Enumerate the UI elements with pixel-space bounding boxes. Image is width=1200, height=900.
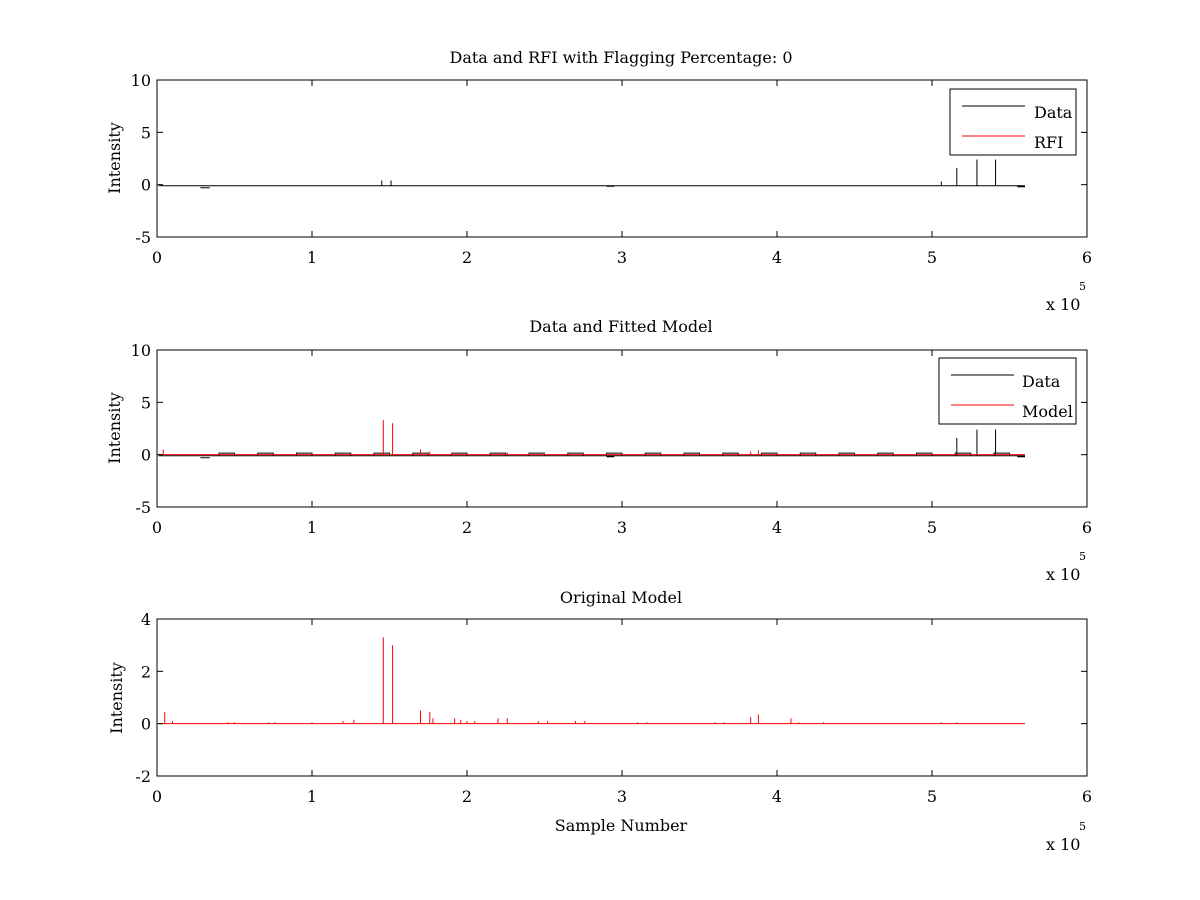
subplot-2-xtick-label-6: 6 (1082, 518, 1092, 537)
subplot-3-xtick-label-0: 0 (152, 787, 162, 806)
subplot-1-ytick-label-0: -5 (135, 228, 151, 247)
subplot-1-legend-label-rfi: RFI (1034, 133, 1063, 152)
subplot-2-ytick-label-2: 5 (141, 393, 151, 412)
subplot-1-xtick-label-4: 4 (772, 248, 782, 267)
subplot-2-xtick-label-2: 2 (462, 518, 472, 537)
subplot-3-xtick-label-4: 4 (772, 787, 782, 806)
subplot-original-model: Original Model Intensity Sample Number x… (107, 588, 1092, 854)
subplot-2-title: Data and Fitted Model (529, 317, 712, 336)
subplot-2-xtick-label-3: 3 (617, 518, 627, 537)
subplot-1-xtick-label-2: 2 (462, 248, 472, 267)
subplot-3-title: Original Model (560, 588, 682, 607)
subplot-1-xtick-label-3: 3 (617, 248, 627, 267)
subplot-2-legend-label-data: Data (1022, 372, 1061, 391)
subplot-3-ytick-label-3: 4 (141, 610, 151, 629)
subplot-data-and-fitted-model: Data and Fitted Model Intensity x 10 5 0… (105, 317, 1092, 584)
subplot-2-xtick-label-4: 4 (772, 518, 782, 537)
subplot-data-and-rfi: Data and RFI with Flagging Percentage: 0… (105, 48, 1092, 314)
subplot-2-xtick-label-1: 1 (307, 518, 317, 537)
subplot-1-ytick-label-1: 0 (141, 176, 151, 195)
subplot-3-xtick-label-5: 5 (927, 787, 937, 806)
subplot-1-ytick-label-3: 10 (131, 71, 151, 90)
subplot-2-xtick-label-0: 0 (152, 518, 162, 537)
subplot-3-x-multiplier-exponent: 5 (1079, 820, 1086, 833)
subplot-1-xtick-label-1: 1 (307, 248, 317, 267)
subplot-3-x-multiplier: x 10 (1046, 835, 1080, 854)
subplot-3-xlabel: Sample Number (555, 816, 688, 835)
subplot-2-x-multiplier-exponent: 5 (1079, 550, 1086, 563)
subplot-1-title: Data and RFI with Flagging Percentage: 0 (449, 48, 792, 67)
subplot-1-ytick-label-2: 5 (141, 123, 151, 142)
subplot-1-legend: Data RFI (949, 88, 1077, 156)
subplot-2-ytick-label-1: 0 (141, 446, 151, 465)
subplot-3-ytick-label-2: 2 (141, 662, 151, 681)
subplot-2-legend: Data Model (938, 357, 1077, 425)
subplot-1-x-multiplier-exponent: 5 (1079, 280, 1086, 293)
subplot-2-legend-label-model: Model (1022, 402, 1073, 421)
subplot-3-xtick-label-6: 6 (1082, 787, 1092, 806)
subplot-1-xtick-label-6: 6 (1082, 248, 1092, 267)
subplot-3-ylabel: Intensity (107, 662, 126, 734)
subplot-2-x-multiplier: x 10 (1046, 565, 1080, 584)
subplot-3-xtick-label-3: 3 (617, 787, 627, 806)
subplot-2-ytick-label-3: 10 (131, 341, 151, 360)
subplot-1-xtick-label-5: 5 (927, 248, 937, 267)
subplot-3-xtick-label-1: 1 (307, 787, 317, 806)
subplot-2-ylabel: Intensity (105, 392, 124, 464)
subplot-2-ytick-label-0: -5 (135, 498, 151, 517)
subplot-1-series-data-baseline (158, 185, 1025, 189)
subplot-3-xtick-label-2: 2 (462, 787, 472, 806)
subplot-1-x-multiplier: x 10 (1046, 295, 1080, 314)
subplot-2-xtick-label-5: 5 (927, 518, 937, 537)
subplot-1-legend-box (949, 88, 1077, 156)
subplot-2-legend-box (938, 357, 1077, 425)
subplot-1-xtick-label-0: 0 (152, 248, 162, 267)
subplot-1-legend-label-data: Data (1034, 103, 1073, 122)
subplot-3-ytick-label-0: -2 (135, 767, 151, 786)
subplot-3-ytick-label-1: 0 (141, 715, 151, 734)
subplot-1-ylabel: Intensity (105, 122, 124, 194)
